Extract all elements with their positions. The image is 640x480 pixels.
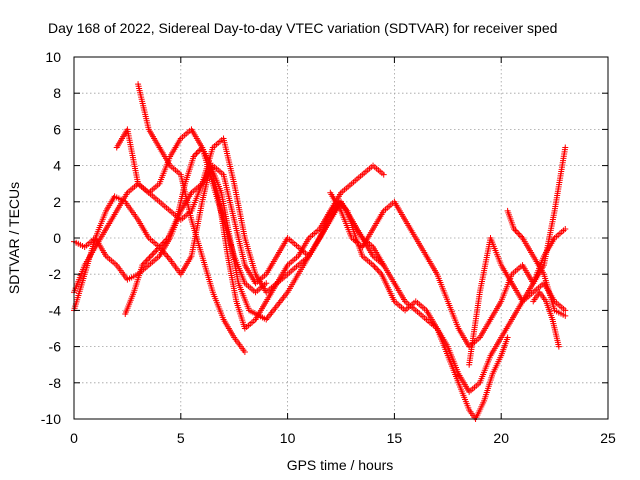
series-track-g — [327, 144, 569, 350]
y-tick-label: -6 — [49, 339, 62, 355]
y-tick-label: 0 — [53, 230, 61, 246]
chart-title: Day 168 of 2022, Sidereal Day-to-day VTE… — [48, 20, 557, 36]
y-tick-label: 4 — [53, 158, 61, 174]
series-track-f — [135, 81, 248, 356]
data-point — [562, 312, 569, 319]
data-point — [263, 280, 270, 287]
x-tick-labels: 0 5 10 15 20 25 — [70, 430, 616, 446]
axis-ticks — [73, 56, 609, 420]
x-axis-label: GPS time / hours — [287, 457, 394, 473]
data-point — [504, 334, 511, 341]
y-axis-label: SDTVAR / TECUs — [6, 182, 22, 294]
x-tick-label: 15 — [387, 430, 403, 446]
x-tick-label: 25 — [600, 430, 616, 446]
series-track-c — [71, 162, 387, 287]
series-track-j — [530, 289, 562, 350]
y-tick-label: -4 — [49, 302, 62, 318]
data-point — [562, 144, 569, 151]
data-point — [562, 225, 569, 232]
y-tick-label: 2 — [53, 194, 61, 210]
data-point — [562, 307, 569, 314]
y-tick-label: -8 — [49, 375, 62, 391]
x-tick-label: 0 — [70, 430, 78, 446]
series-track-e — [113, 126, 270, 296]
y-tick-label: -2 — [49, 266, 62, 282]
x-tick-label: 10 — [280, 430, 296, 446]
y-tick-labels: -10 -8 -6 -4 -2 0 2 4 6 8 10 — [41, 49, 61, 427]
y-tick-label: 8 — [53, 85, 61, 101]
data-point — [555, 343, 562, 350]
y-tick-label: 6 — [53, 121, 61, 137]
data-point — [380, 171, 387, 178]
data-point — [241, 349, 248, 356]
series-track-h — [466, 235, 569, 368]
series-track-i — [504, 207, 569, 319]
y-tick-label: 10 — [45, 49, 61, 65]
y-tick-label: -10 — [41, 411, 61, 427]
grid-lines — [74, 57, 608, 419]
x-tick-label: 20 — [493, 430, 509, 446]
x-tick-label: 5 — [177, 430, 185, 446]
data-points — [71, 81, 569, 422]
